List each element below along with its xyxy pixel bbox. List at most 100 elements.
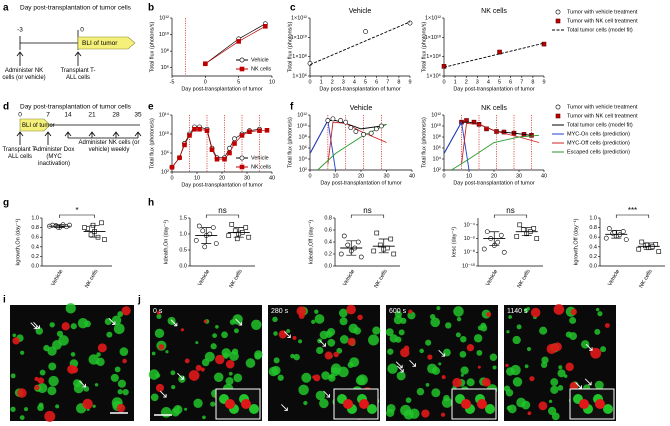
cell: [512, 335, 521, 345]
cell: [301, 372, 312, 383]
chart-title: Vehicle: [349, 8, 372, 15]
legend-label: Tumor with NK cell treatment: [567, 18, 638, 24]
arrow: [585, 343, 593, 351]
cell: [225, 377, 234, 386]
cell: [47, 386, 57, 396]
cell: [436, 306, 441, 311]
y-axis-label: kesc (day⁻¹): [451, 227, 457, 257]
marker: [239, 164, 245, 170]
error-bar: [643, 242, 654, 251]
marker: [236, 39, 241, 44]
panel-label: g: [3, 198, 9, 209]
marker: [358, 254, 364, 260]
chart-title: NK cells: [481, 8, 507, 15]
y-axis-label: kgrowth,Off (day⁻¹): [573, 218, 579, 265]
panel-label: h: [148, 198, 154, 209]
significance-label: ns: [506, 206, 514, 215]
cell: [445, 322, 452, 329]
y-tick-label: 10⁶: [161, 149, 169, 156]
timeline-arrow: [16, 131, 142, 145]
timeline-bar-label: BLI of tumor: [82, 40, 118, 47]
cell: [200, 367, 205, 372]
y-axis-label: Total flux (photons/s): [149, 21, 155, 72]
cell: [203, 319, 208, 324]
cell: [324, 351, 333, 360]
error-bar: [489, 231, 500, 246]
y-tick-label: 10¹⁰: [159, 31, 170, 38]
cell: [34, 384, 40, 391]
legend-label: Total tumor cells (model fit): [567, 122, 633, 128]
cell: [460, 373, 464, 377]
x-tick-label: NK cells: [373, 269, 388, 290]
cell: [480, 324, 488, 332]
marker: [227, 150, 232, 156]
arrow: [575, 382, 582, 389]
legend-label: Tumor with NK cell treatment: [567, 113, 638, 119]
cell: [39, 369, 46, 376]
cell: [38, 402, 44, 408]
marker: [371, 248, 377, 254]
timeline-tick-label: 28: [112, 112, 120, 119]
y-tick-label: 0.0: [31, 263, 39, 269]
cell: [37, 377, 45, 384]
marker: [229, 222, 235, 227]
error-bar: [233, 227, 244, 238]
marker: [200, 228, 206, 234]
cell: [408, 309, 413, 314]
cell: [83, 385, 90, 392]
significance-bracket: [59, 214, 95, 218]
cell: [452, 377, 462, 388]
arrow: [395, 361, 403, 369]
marker: [378, 123, 384, 129]
marker: [484, 126, 489, 132]
arrow: [79, 380, 86, 388]
cell: [453, 306, 464, 317]
cell: [389, 334, 398, 343]
cell: [550, 385, 559, 394]
arrow: [281, 404, 288, 411]
cell: [293, 353, 300, 361]
cell: [55, 404, 60, 409]
marker: [247, 129, 252, 135]
cell: [431, 388, 441, 398]
y-tick-label: 0.8: [589, 225, 597, 231]
timeline-bar: [77, 36, 136, 50]
error-bar: [346, 240, 357, 256]
cell: [204, 351, 215, 362]
marker: [187, 133, 192, 138]
cell: [594, 380, 604, 390]
cell: [155, 383, 165, 393]
cell: [459, 350, 467, 358]
cell: [339, 335, 349, 344]
legend-label: Total tumor cells (model fit): [567, 27, 633, 33]
cell: [44, 410, 56, 422]
cell: [570, 308, 577, 316]
marker: [239, 133, 245, 138]
cell: [221, 331, 228, 339]
x-tick-label: 4: [353, 79, 356, 85]
chart-title: Vehicle: [350, 105, 373, 112]
marker: [498, 232, 504, 238]
cell: [387, 348, 394, 355]
cell: [229, 351, 239, 361]
marker: [246, 234, 252, 240]
cell: [357, 314, 363, 321]
y-tick-label: 10¹⁴: [159, 111, 170, 118]
cell: [20, 350, 25, 355]
x-tick-label: 6: [375, 79, 378, 85]
marker: [202, 244, 208, 250]
marker: [343, 119, 349, 125]
arrow: [409, 359, 416, 367]
legend-label: NK cells: [251, 164, 271, 170]
cell: [122, 358, 127, 364]
cell: [548, 399, 553, 404]
x-axis-label: Day post-transplantation of tumor: [453, 86, 534, 92]
error-bar: [521, 227, 532, 236]
cell: [65, 303, 76, 314]
marker: [243, 225, 249, 230]
cell: [367, 404, 377, 414]
x-tick-label: 40: [541, 173, 547, 179]
marker: [407, 20, 413, 26]
cell: [37, 383, 48, 394]
cell: [425, 383, 430, 387]
